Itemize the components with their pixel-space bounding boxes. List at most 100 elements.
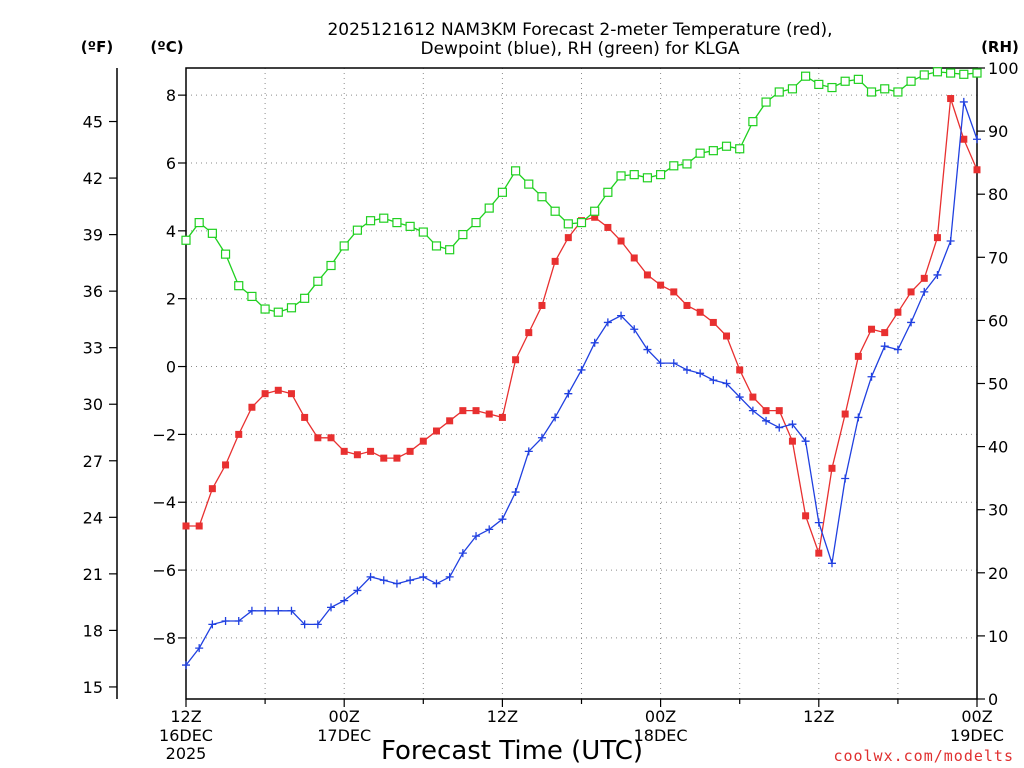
temperature-point [564, 234, 572, 242]
grid-lines [186, 68, 977, 699]
series-temperature [182, 95, 981, 557]
temperature-point [485, 410, 493, 418]
dewpoint-point [577, 365, 586, 374]
rh-tick-label: 80 [988, 185, 1008, 204]
rh-point [220, 249, 231, 259]
fahrenheit-tick-label: 27 [83, 452, 103, 471]
dewpoint-point [537, 433, 546, 442]
dewpoint-point [551, 413, 560, 422]
rh-tick-label: 40 [988, 438, 1008, 457]
celsius-tick-label: −6 [152, 561, 176, 580]
temperature-point [301, 413, 309, 421]
x-tick-label: 12Z [487, 707, 518, 726]
dewpoint-point [696, 369, 705, 378]
x-tick-label: 00Z [645, 707, 676, 726]
rh-point [827, 82, 837, 93]
dewpoint-point [472, 532, 481, 541]
rh-point [880, 84, 890, 94]
dewpoint-point [300, 620, 309, 629]
temperature-point [933, 234, 941, 242]
celsius-tick-label: −8 [152, 629, 176, 648]
dewpoint-point [340, 596, 349, 605]
temperature-point [868, 325, 876, 333]
dewpoint-point [274, 606, 283, 615]
rh-point [273, 307, 283, 317]
rh-point [682, 159, 692, 169]
dewpoint-point [946, 237, 955, 246]
dewpoint-point [353, 586, 362, 595]
temperature-point [274, 386, 282, 394]
rh-point [946, 68, 956, 78]
rh-point [207, 228, 217, 238]
rh-point [563, 219, 573, 229]
dewpoint-point [880, 342, 889, 351]
dewpoint-point [221, 616, 230, 625]
dewpoint-point [973, 135, 981, 144]
dewpoint-point [432, 579, 441, 588]
dewpoint-point [419, 572, 428, 581]
rh-point [458, 229, 468, 240]
temperature-point [643, 271, 651, 279]
temperature-point [881, 329, 889, 337]
temperature-point [854, 352, 862, 360]
temperature-point [617, 237, 625, 245]
rh-tick-label: 100 [988, 59, 1019, 78]
rh-point [194, 217, 204, 228]
rh-point [590, 206, 600, 216]
temperature-point [723, 332, 731, 340]
rh-unit-label: (RH) [981, 38, 1019, 56]
x-axis-label: Forecast Time (UTC) [381, 736, 643, 766]
celsius-tick-label: −2 [152, 425, 176, 444]
rh-point [418, 227, 428, 237]
rh-point [906, 76, 916, 86]
rh-point [300, 293, 310, 303]
series-dewpoint [182, 97, 981, 670]
fahrenheit-tick-label: 42 [83, 169, 103, 188]
celsius-tick-label: 2 [166, 290, 176, 309]
credit-label: coolwx.com/modelts [833, 747, 1014, 765]
rh-point [339, 241, 349, 251]
rh-point [392, 217, 402, 228]
temperature-point [208, 485, 216, 493]
dewpoint-point [748, 406, 757, 415]
rh-point [629, 170, 639, 180]
dewpoint-point [458, 549, 467, 558]
temperature-point [802, 512, 810, 520]
temperature-point [406, 447, 414, 455]
temperature-point [630, 254, 638, 262]
dewpoint-point [762, 416, 771, 425]
temperature-point [353, 451, 361, 459]
rh-point [326, 260, 336, 271]
temperature-point [894, 308, 902, 316]
rh-point [735, 144, 745, 154]
x-tick-label: 16DEC [159, 726, 213, 745]
celsius-tick-label: 0 [166, 358, 176, 377]
temperature-point [736, 366, 744, 374]
dewpoint-point [406, 576, 415, 585]
rh-point [642, 173, 653, 183]
temperature-point [828, 464, 836, 472]
temperature-point [815, 549, 823, 557]
temperature-point [380, 454, 388, 462]
rh-point [787, 84, 798, 94]
x-tick-label: 00Z [329, 707, 360, 726]
rh-point [497, 187, 507, 197]
temperature-point [432, 427, 440, 435]
fahrenheit-tick-label: 18 [83, 621, 103, 640]
rh-point [445, 245, 455, 255]
temperature-point [670, 288, 678, 296]
temperature-point [314, 434, 322, 442]
dewpoint-point [735, 393, 744, 402]
temperature-point [327, 434, 335, 442]
dewpoint-point [247, 606, 256, 615]
chart-title-line-1: 2025121612 NAM3KM Forecast 2-meter Tempe… [327, 20, 832, 40]
rh-point [972, 68, 982, 78]
dewpoint-point [920, 287, 929, 296]
temperature-point [657, 281, 665, 289]
rh-point [260, 304, 270, 314]
dewpoint-point [867, 372, 876, 381]
rh-point [932, 67, 943, 77]
dewpoint-point [366, 572, 375, 581]
temperature-point [775, 407, 783, 415]
fahrenheit-tick-label: 15 [83, 678, 103, 697]
